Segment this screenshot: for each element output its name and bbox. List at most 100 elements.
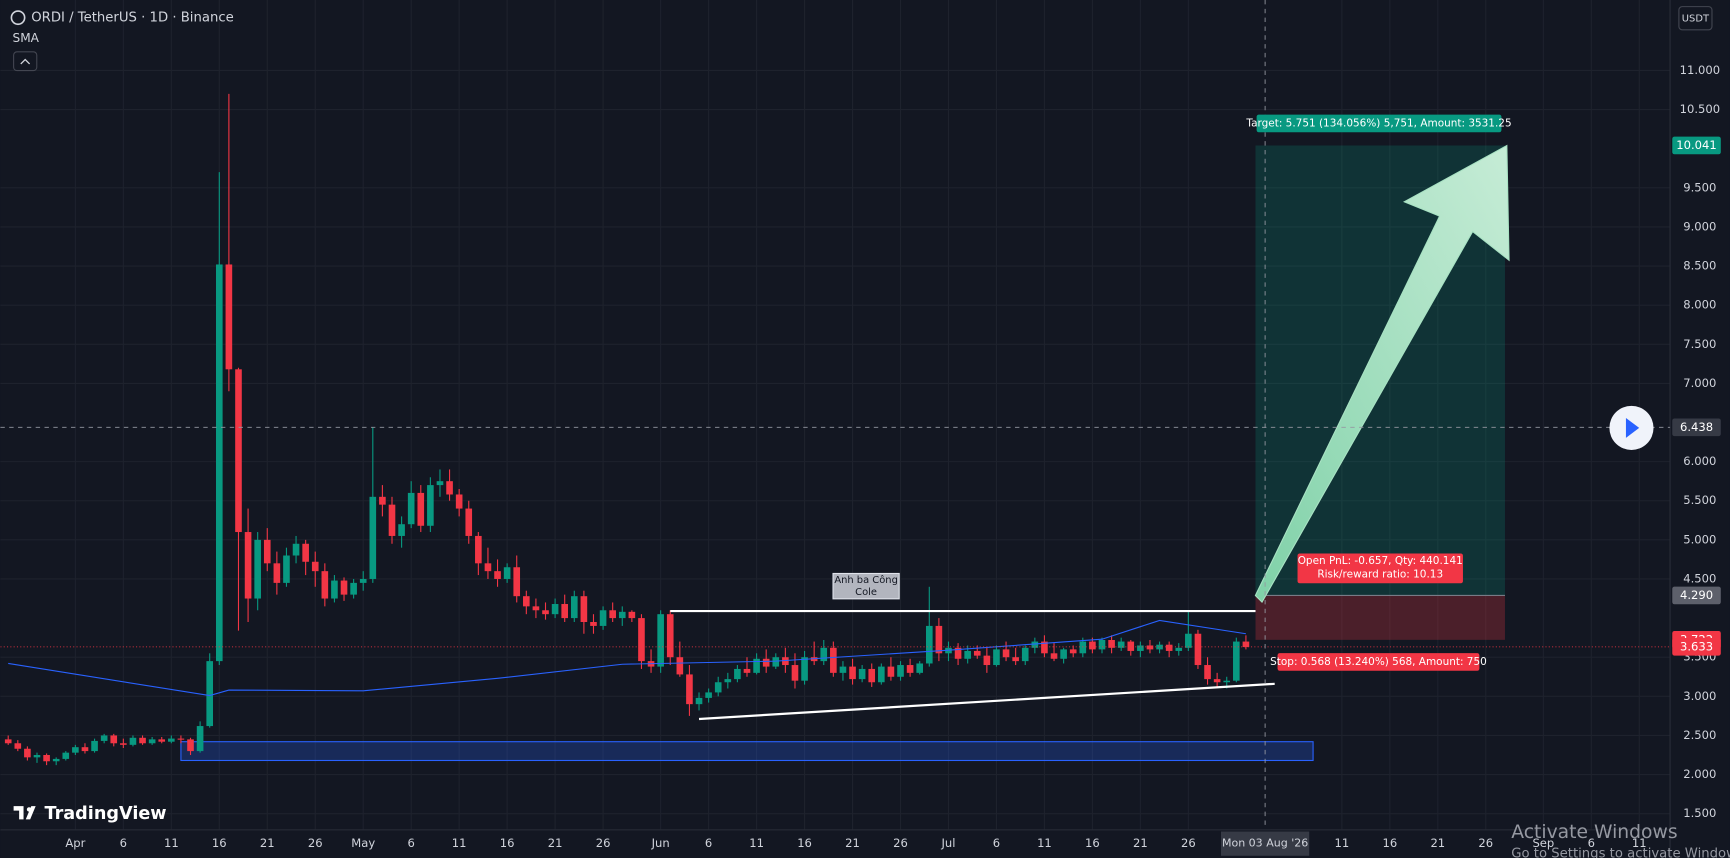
candle-body xyxy=(916,663,924,673)
collapse-icon xyxy=(20,58,31,65)
candle-body xyxy=(839,666,847,673)
price-label-box xyxy=(1672,586,1721,605)
candle-body xyxy=(801,657,808,681)
candle-body xyxy=(283,555,290,583)
x-tick-label: 26 xyxy=(596,836,611,850)
candle-body xyxy=(158,739,166,742)
candle-body xyxy=(1127,641,1135,651)
candle-body xyxy=(618,611,626,619)
price-label-box xyxy=(1672,637,1721,656)
x-tick-label: 11 xyxy=(1632,836,1647,850)
candle-body xyxy=(743,668,751,673)
indicator-name: SMA xyxy=(13,31,40,45)
candle-body xyxy=(762,658,770,667)
symbol-icon xyxy=(10,10,26,26)
y-tick-label: 10.500 xyxy=(1680,102,1720,116)
candle-body xyxy=(139,737,146,744)
candle-body xyxy=(542,610,549,615)
candle-body xyxy=(964,650,971,659)
candle-body xyxy=(1223,680,1231,683)
candle-body xyxy=(398,524,405,536)
candle-body xyxy=(446,481,453,495)
x-tick-label: Jul xyxy=(941,836,956,850)
candle-body xyxy=(570,596,578,619)
candle-body xyxy=(484,563,492,572)
x-tick-label: 11 xyxy=(164,836,179,850)
candle-body xyxy=(1204,665,1211,680)
candle-body xyxy=(52,758,60,762)
candle-body xyxy=(225,264,233,370)
candle-body xyxy=(1041,641,1048,654)
candle-body xyxy=(1233,641,1240,681)
support-zone xyxy=(180,741,1314,762)
ratio-label: Risk/reward ratio: 10.13 xyxy=(1317,568,1443,580)
candle-body xyxy=(1156,644,1163,650)
candle-body xyxy=(906,665,914,673)
candle-body xyxy=(599,610,607,626)
candle-body xyxy=(753,658,760,673)
annotation-text: Anh ba Công xyxy=(834,574,898,586)
candle-body xyxy=(1108,639,1115,648)
candle-body xyxy=(695,697,703,705)
sma-line xyxy=(8,619,1247,697)
candle-body xyxy=(350,582,357,595)
candle-body xyxy=(263,539,271,564)
candle-body xyxy=(62,752,70,759)
y-tick-label: 3.000 xyxy=(1683,689,1716,703)
candle-body xyxy=(1117,641,1125,648)
candle-body xyxy=(954,647,962,659)
x-tick-label: 6 xyxy=(1588,836,1595,850)
candle-body xyxy=(120,743,127,745)
candle-body xyxy=(1050,653,1058,659)
y-tick-label: 8.000 xyxy=(1683,298,1716,312)
candle-body xyxy=(551,604,559,615)
x-tick-label: 6 xyxy=(705,836,712,850)
y-tick-label: 1.500 xyxy=(1683,806,1716,820)
x-tick-label: 16 xyxy=(212,836,227,850)
y-tick-label: 7.000 xyxy=(1683,376,1716,390)
x-tick-label: 11 xyxy=(452,836,467,850)
candle-body xyxy=(436,481,444,486)
logo-dot xyxy=(26,807,32,812)
candle-body xyxy=(676,657,684,675)
candle-body xyxy=(1175,647,1183,651)
candle-body xyxy=(235,369,242,533)
candle-body xyxy=(830,647,837,673)
candle-body xyxy=(734,668,741,680)
candle-body xyxy=(72,747,79,753)
candle-body xyxy=(110,735,118,744)
candle-body xyxy=(427,485,434,526)
collapse-button[interactable] xyxy=(13,51,38,72)
currency-label: USDT xyxy=(1682,14,1710,25)
candle-body xyxy=(187,739,194,752)
candle-body xyxy=(465,508,473,536)
price-label-box xyxy=(1672,136,1721,155)
candle-body xyxy=(494,571,501,579)
candle-body xyxy=(340,580,348,595)
x-tick-label: 26 xyxy=(1478,836,1493,850)
overlays: Mon 03 Aug '26 Target: 5.751 (134.056%) 5… xyxy=(0,0,1671,856)
x-tick-label: 6 xyxy=(120,836,127,850)
candle-body xyxy=(379,496,386,505)
candle-body xyxy=(705,692,712,698)
candle-body xyxy=(628,611,636,619)
candle-body xyxy=(292,543,300,556)
y-tick-label: 11.000 xyxy=(1680,63,1720,77)
candle-body xyxy=(503,567,511,579)
os-notice: Activate Windows xyxy=(1511,822,1677,843)
candle-body xyxy=(532,606,540,611)
x-tick-label: 16 xyxy=(797,836,812,850)
x-tick-label: 16 xyxy=(1382,836,1397,850)
candle-body xyxy=(1185,633,1192,648)
currency-button[interactable] xyxy=(1678,6,1713,31)
candle-body xyxy=(33,755,41,758)
x-tick-label: 26 xyxy=(1181,836,1196,850)
candle-body xyxy=(311,561,319,572)
candle-body xyxy=(1031,641,1039,648)
candle-body xyxy=(609,610,616,619)
candle-body xyxy=(887,666,895,677)
candle-body xyxy=(24,748,31,758)
